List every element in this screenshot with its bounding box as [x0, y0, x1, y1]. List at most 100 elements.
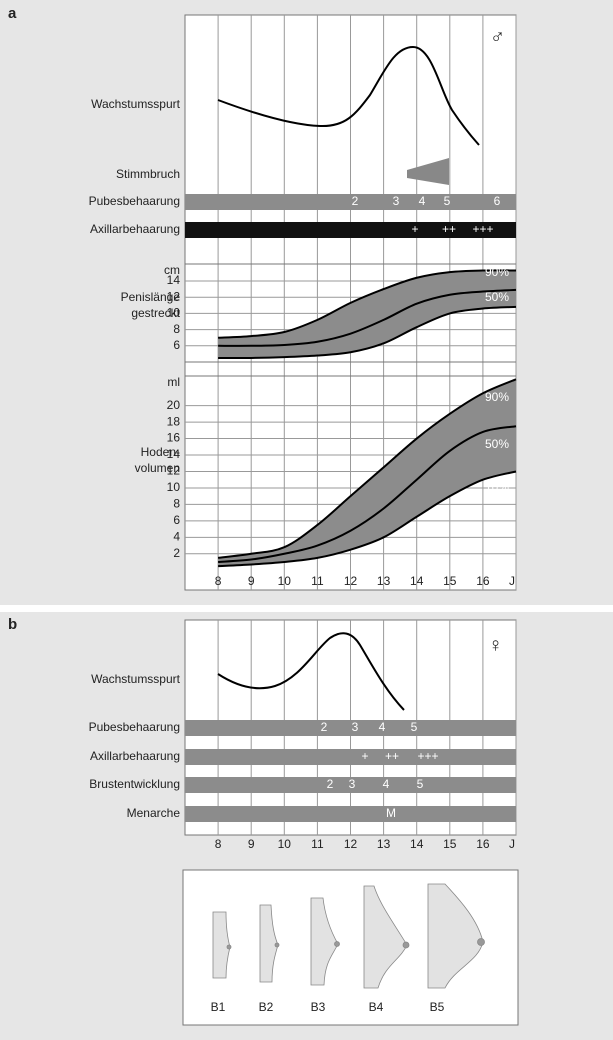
x-tick-label: 14	[410, 837, 424, 851]
percentile-line	[218, 305, 517, 360]
y-tick-label: 18	[167, 414, 181, 428]
percentile-band	[218, 270, 516, 359]
voice-wedge	[407, 158, 449, 185]
row-label: Menarche	[127, 806, 181, 820]
series-label: 90%	[485, 265, 509, 279]
y-tick-label: 14	[167, 447, 181, 461]
row-label: Penislänge	[121, 290, 181, 304]
stage-label: 2	[321, 720, 328, 734]
x-tick-label: 11	[311, 837, 324, 851]
y-tick-label: 14	[167, 273, 181, 287]
percentile-line	[218, 470, 517, 568]
stage-bar	[185, 777, 516, 793]
stage-bar	[185, 194, 516, 210]
y-tick-label: 6	[173, 513, 180, 527]
stage-label: +++	[472, 222, 493, 236]
x-tick-label: 16	[476, 837, 490, 851]
series-label: 10%	[485, 480, 509, 494]
y-tick-label: 12	[167, 464, 181, 478]
breast-drawings	[212, 883, 485, 989]
y-tick-label: 4	[173, 529, 180, 543]
unit-label: ml	[167, 375, 180, 389]
y-tick-label: 16	[167, 431, 181, 445]
growth-curve	[217, 632, 405, 711]
percentile-band	[218, 379, 516, 567]
row-label: Wachstumsspurt	[91, 672, 181, 686]
x-tick-label: 10	[278, 574, 292, 588]
stage-label: M	[386, 806, 396, 820]
series-label: 10%	[485, 312, 509, 326]
y-tick-label: 10	[167, 306, 181, 320]
series-label: 50%	[485, 290, 509, 304]
row-label: Hoden-	[141, 445, 180, 459]
stage-name: B3	[311, 1000, 326, 1014]
x-tick-label: 11	[311, 574, 324, 588]
stage-label: 4	[383, 777, 390, 791]
x-tick-label: J	[509, 837, 515, 851]
x-tick-label: 13	[377, 837, 391, 851]
series-label: 50%	[485, 437, 509, 451]
stage-label: 3	[393, 194, 400, 208]
row-label: Pubesbehaarung	[89, 720, 180, 734]
stage-name: B5	[430, 1000, 445, 1014]
percentile-line	[218, 288, 517, 347]
stage-name: B2	[259, 1000, 274, 1014]
stage-label: +	[411, 222, 418, 236]
x-tick-label: J	[509, 574, 515, 588]
row-label: gestreckt	[131, 306, 180, 320]
stage-label: ++	[442, 222, 456, 236]
percentile-line	[218, 269, 517, 339]
y-tick-label: 12	[167, 289, 181, 303]
stage-label: 3	[349, 777, 356, 791]
stage-label: 2	[327, 777, 334, 791]
y-tick-label: 20	[167, 398, 181, 412]
series-label: 90%	[485, 390, 509, 404]
x-tick-label: 8	[215, 574, 222, 588]
stage-bar	[185, 806, 516, 822]
percentile-line	[217, 378, 517, 559]
panel-label: b	[8, 616, 17, 633]
stage-label: ++	[385, 749, 399, 763]
x-tick-label: 15	[443, 574, 457, 588]
y-tick-label: 2	[173, 546, 180, 560]
x-tick-label: 16	[476, 574, 490, 588]
x-tick-label: 12	[344, 574, 358, 588]
stage-label: 6	[494, 194, 501, 208]
x-tick-label: 9	[248, 574, 255, 588]
stage-label: 5	[417, 777, 424, 791]
y-tick-label: 6	[173, 338, 180, 352]
row-label: Stimmbruch	[116, 167, 180, 181]
row-label: Pubesbehaarung	[89, 194, 180, 208]
stage-label: 3	[352, 720, 359, 734]
stage-name: B4	[369, 1000, 384, 1014]
y-tick-label: 8	[173, 497, 180, 511]
growth-curve	[217, 45, 480, 146]
row-label: Axillarbehaarung	[90, 222, 180, 236]
stage-label: +	[361, 749, 368, 763]
x-tick-label: 12	[344, 837, 358, 851]
stage-label: 5	[411, 720, 418, 734]
stage-label: 4	[379, 720, 386, 734]
sex-symbol: ♀	[488, 634, 503, 656]
unit-label: cm	[164, 263, 180, 277]
x-tick-label: 14	[410, 574, 424, 588]
x-tick-label: 10	[278, 837, 292, 851]
stage-name: B1	[211, 1000, 226, 1014]
stage-bar	[185, 749, 516, 765]
y-tick-label: 8	[173, 322, 180, 336]
stage-bar	[185, 720, 516, 736]
sex-symbol: ♂	[490, 26, 505, 48]
x-tick-label: 13	[377, 574, 391, 588]
row-label: Brustentwicklung	[89, 777, 180, 791]
stage-label: 2	[352, 194, 359, 208]
stage-bar	[185, 222, 516, 238]
percentile-line	[218, 425, 517, 564]
row-label: Axillarbehaarung	[90, 749, 180, 763]
x-tick-label: 9	[248, 837, 255, 851]
row-label: volumen	[135, 461, 180, 475]
stage-label: 5	[444, 194, 451, 208]
y-tick-label: 10	[167, 480, 181, 494]
x-tick-label: 8	[215, 837, 222, 851]
x-tick-label: 15	[443, 837, 457, 851]
